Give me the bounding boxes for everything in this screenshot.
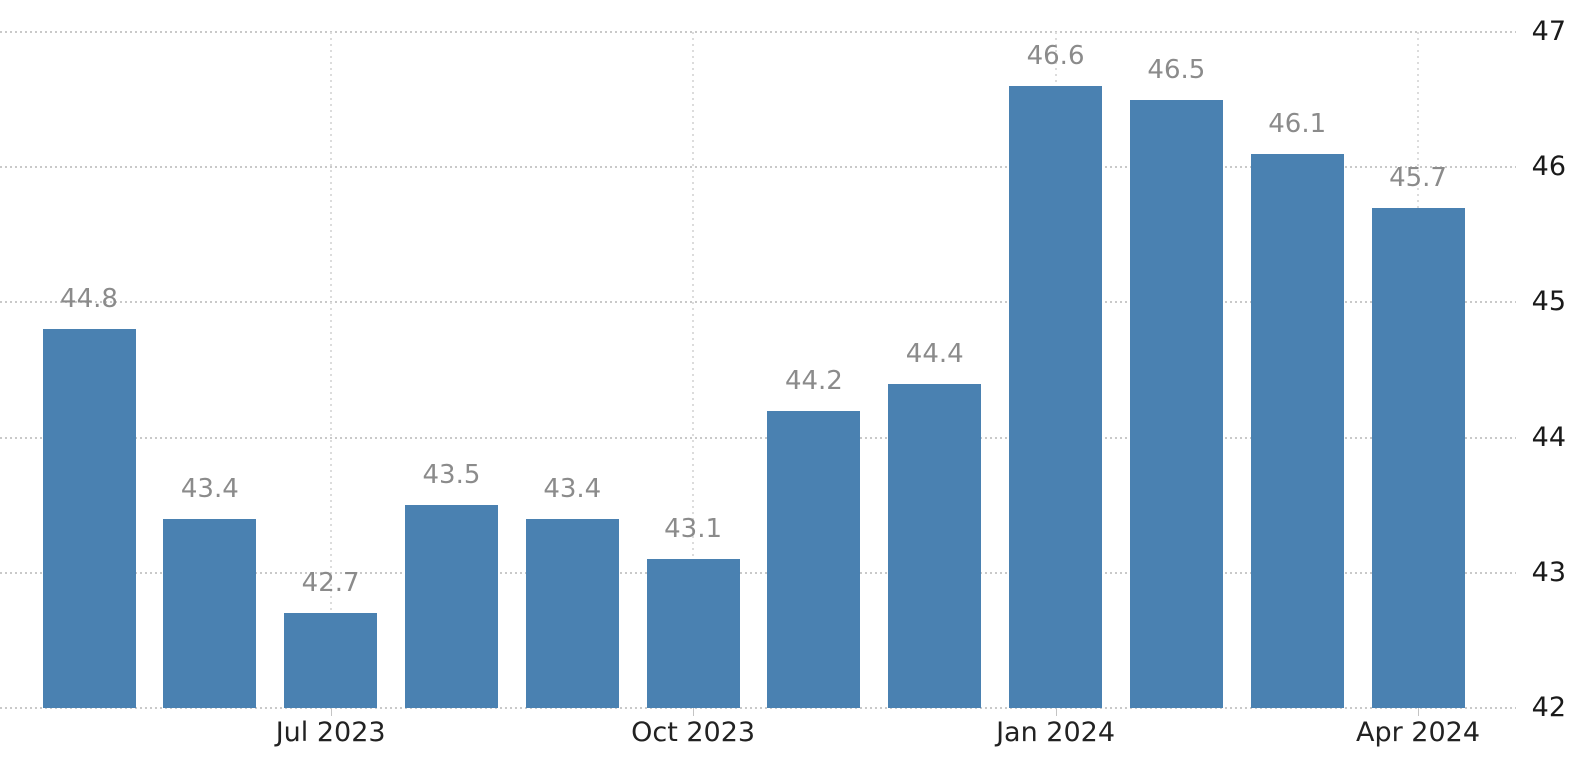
y-axis-label: 43 [1531,556,1566,588]
x-axis-label: Jul 2023 [275,717,386,748]
y-gridline [0,31,1516,33]
bar [1371,207,1465,708]
x-axis-tick [1055,708,1057,716]
bar [888,383,982,708]
bar [646,559,740,708]
bar [1250,153,1344,708]
bar-value-label: 46.5 [1147,54,1206,85]
bar-value-label: 43.4 [543,473,602,504]
bar [767,410,861,708]
bar-value-label: 44.4 [905,338,964,369]
bar-value-label: 44.2 [784,365,843,396]
bar-value-label: 46.6 [1026,41,1085,72]
bar [525,518,619,708]
bar [1009,86,1103,708]
y-axis-label: 46 [1531,151,1566,183]
bar [284,613,378,708]
bar-value-label: 43.5 [422,460,481,491]
x-axis-tick [330,708,332,716]
bar-value-label: 43.1 [664,514,723,545]
bar-value-label: 43.4 [180,473,239,504]
x-axis-label: Apr 2024 [1356,717,1481,748]
y-axis-label: 47 [1531,16,1566,47]
bar [42,329,136,708]
bar-value-label: 45.7 [1389,162,1447,193]
x-axis-label: Oct 2023 [631,717,756,748]
y-axis-label: 45 [1531,286,1566,318]
bar-value-label: 44.8 [60,284,118,315]
bar-value-label: 42.7 [301,568,360,599]
bar [404,505,498,708]
x-axis-label: Jan 2024 [996,717,1115,748]
y-axis-label: 44 [1531,421,1566,453]
x-axis-tick [693,708,695,716]
bar [163,518,257,708]
y-axis-label: 42 [1531,692,1566,723]
x-gridline [329,32,332,708]
bar-value-label: 46.1 [1268,108,1327,139]
bar [1129,99,1223,708]
x-axis-tick [1418,708,1420,716]
